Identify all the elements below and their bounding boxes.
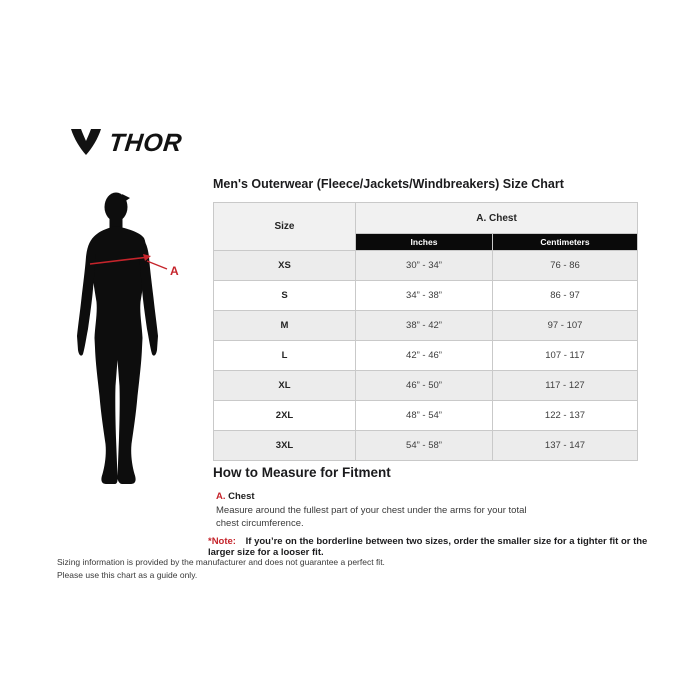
chest-measurement-marker: A xyxy=(89,254,179,278)
silhouette-body xyxy=(91,226,146,484)
inches-value: 34” - 38” xyxy=(355,280,493,311)
body-silhouette-figure: A xyxy=(77,192,179,484)
inches-value: 38” - 42” xyxy=(355,310,493,341)
table-row-3xl: 3XL 54” - 58” 137 - 147 xyxy=(213,430,638,461)
measure-point-title: A. Chest xyxy=(216,491,255,502)
cm-value: 122 - 137 xyxy=(492,400,638,431)
cm-value: 76 - 86 xyxy=(492,250,638,281)
measure-point-name: Chest xyxy=(228,491,255,502)
fit-note-label: *Note: xyxy=(208,536,236,547)
inches-value: 30” - 34” xyxy=(355,250,493,281)
cm-value: 117 - 127 xyxy=(492,370,638,401)
inches-value: 54” - 58” xyxy=(355,430,493,461)
table-subheader-row: Inches Centimeters xyxy=(214,233,638,251)
inches-value: 48” - 54” xyxy=(355,400,493,431)
sizing-disclaimer: Sizing information is provided by the ma… xyxy=(57,556,385,582)
brand-logo: THOR xyxy=(70,128,184,158)
disclaimer-line-1: Sizing information is provided by the ma… xyxy=(57,557,385,567)
measure-point-description: Measure around the fullest part of your … xyxy=(216,505,527,530)
fit-note: *Note: If you’re on the borderline betwe… xyxy=(208,536,658,558)
thor-horns-icon xyxy=(71,129,101,155)
inches-value: 46” - 50” xyxy=(355,370,493,401)
chest-marker-label: A xyxy=(170,264,179,278)
table-header-row: Size A. Chest xyxy=(213,202,638,251)
table-row-s: S 34” - 38” 86 - 97 xyxy=(213,280,638,311)
size-label: XL xyxy=(213,370,356,401)
column-header-size: Size xyxy=(213,202,356,251)
size-label: M xyxy=(213,310,356,341)
size-label: 3XL xyxy=(213,430,356,461)
size-label: S xyxy=(213,280,356,311)
silhouette-left-arm xyxy=(77,235,96,356)
size-label: L xyxy=(213,340,356,371)
cm-value: 97 - 107 xyxy=(492,310,638,341)
disclaimer-line-2: Please use this chart as a guide only. xyxy=(57,570,198,581)
inches-value: 42” - 46” xyxy=(355,340,493,371)
column-header-chest: A. Chest xyxy=(355,202,638,234)
size-chart-table: Size A. Chest Inches Centimeters XS 30” … xyxy=(213,202,638,461)
howto-heading: How to Measure for Fitment xyxy=(213,465,391,480)
cm-value: 86 - 97 xyxy=(492,280,638,311)
column-header-inches: Inches xyxy=(355,233,493,251)
size-label: XS xyxy=(213,250,356,281)
silhouette-right-arm xyxy=(139,235,158,356)
table-row-2xl: 2XL 48” - 54” 122 - 137 xyxy=(213,400,638,431)
size-label: 2XL xyxy=(213,400,356,431)
page-title: Men's Outerwear (Fleece/Jackets/Windbrea… xyxy=(213,177,564,191)
cm-value: 107 - 117 xyxy=(492,340,638,371)
column-header-centimeters: Centimeters xyxy=(492,233,638,251)
table-row-m: M 38” - 42” 97 - 107 xyxy=(213,310,638,341)
table-row-xl: XL 46” - 50” 117 - 127 xyxy=(213,370,638,401)
brand-name: THOR xyxy=(107,128,184,157)
measure-point-letter: A. xyxy=(216,491,226,502)
table-row-xs: XS 30” - 34” 76 - 86 xyxy=(213,250,638,281)
table-row-l: L 42” - 46” 107 - 117 xyxy=(213,340,638,371)
fit-note-text: If you’re on the borderline between two … xyxy=(208,536,648,558)
cm-value: 137 - 147 xyxy=(492,430,638,461)
